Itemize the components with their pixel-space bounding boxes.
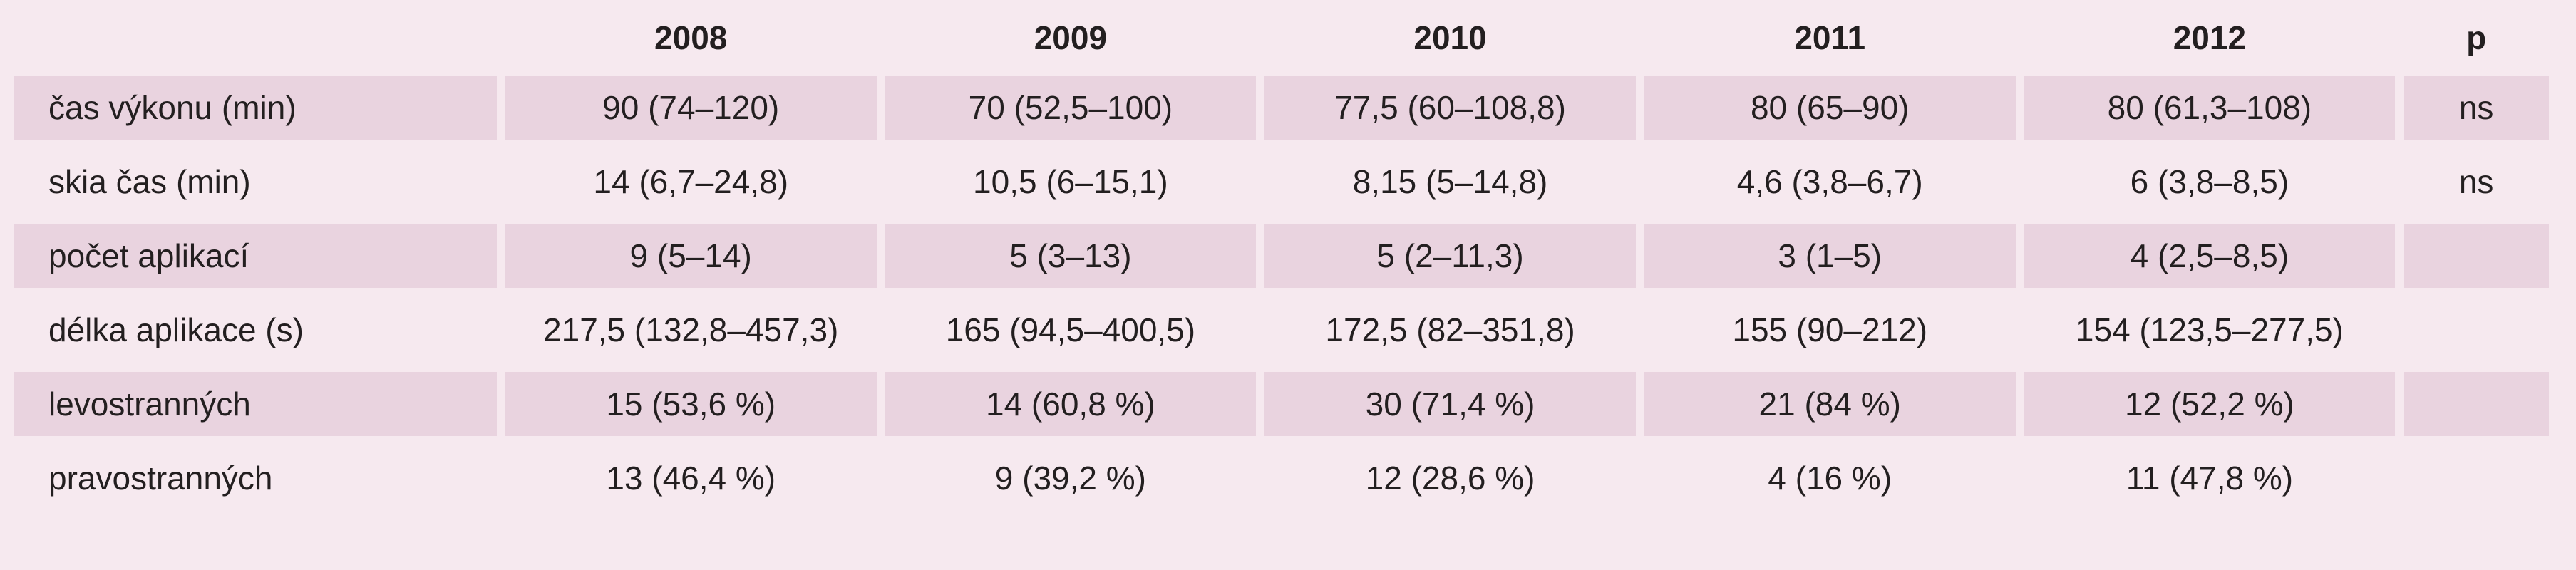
table-cell: 4 (16 %) xyxy=(1768,460,1892,497)
table-row: čas výkonu (min) 90 (74–120) 70 (52,5–10… xyxy=(14,76,2549,140)
table-row: délka aplikace (s) 217,5 (132,8–457,3) 1… xyxy=(14,298,2549,362)
table-cell: 4 (2,5–8,5) xyxy=(2024,224,2396,288)
row-label: počet aplikací xyxy=(14,224,497,288)
header-row: 2008 2009 2010 2011 2012 p xyxy=(14,10,2549,66)
row-label: čas výkonu (min) xyxy=(14,76,497,140)
table-cell: 9 (5–14) xyxy=(505,224,877,288)
header-cell-2010: 2010 xyxy=(1413,19,1487,56)
table-row: počet aplikací 9 (5–14) 5 (3–13) 5 (2–11… xyxy=(14,224,2549,288)
header-cell-2008: 2008 xyxy=(654,19,728,56)
table-cell: 14 (60,8 %) xyxy=(885,372,1257,436)
table-cell: 30 (71,4 %) xyxy=(1264,372,1636,436)
header-cell-p: p xyxy=(2466,19,2487,56)
header-cell-2009: 2009 xyxy=(1034,19,1108,56)
table-cell: 77,5 (60–108,8) xyxy=(1264,76,1636,140)
row-label: délka aplikace (s) xyxy=(48,311,304,348)
table-cell: 3 (1–5) xyxy=(1644,224,2016,288)
table-cell: 4,6 (3,8–6,7) xyxy=(1736,163,1923,200)
table-cell: 8,15 (5–14,8) xyxy=(1352,163,1548,200)
table-cell: 6 (3,8–8,5) xyxy=(2130,163,2289,200)
table-cell: 12 (28,6 %) xyxy=(1365,460,1535,497)
p-value-cell xyxy=(2404,372,2549,436)
statistics-table-container: 2008 2009 2010 2011 2012 p čas výkonu (m… xyxy=(14,0,2566,570)
statistics-table: 2008 2009 2010 2011 2012 p čas výkonu (m… xyxy=(6,0,2557,520)
table-cell: 165 (94,5–400,5) xyxy=(945,311,1196,348)
table-cell: 70 (52,5–100) xyxy=(885,76,1257,140)
table-cell: 5 (2–11,3) xyxy=(1264,224,1636,288)
p-value-cell xyxy=(2404,224,2549,288)
p-value-cell: ns xyxy=(2404,76,2549,140)
table-cell: 9 (39,2 %) xyxy=(994,460,1146,497)
header-cell-label xyxy=(14,10,497,66)
table-cell: 154 (123,5–277,5) xyxy=(2075,311,2344,348)
table-cell: 80 (65–90) xyxy=(1644,76,2016,140)
table-cell: 13 (46,4 %) xyxy=(606,460,776,497)
table-cell: 217,5 (132,8–457,3) xyxy=(543,311,839,348)
table-row: skia čas (min) 14 (6,7–24,8) 10,5 (6–15,… xyxy=(14,150,2549,214)
table-cell: 90 (74–120) xyxy=(505,76,877,140)
p-value-cell xyxy=(2404,298,2549,362)
table-cell: 12 (52,2 %) xyxy=(2024,372,2396,436)
table-cell: 80 (61,3–108) xyxy=(2024,76,2396,140)
header-cell-2011: 2011 xyxy=(1794,19,1866,56)
table-cell: 21 (84 %) xyxy=(1644,372,2016,436)
row-label: levostranných xyxy=(14,372,497,436)
table-row: pravostranných 13 (46,4 %) 9 (39,2 %) 12… xyxy=(14,446,2549,510)
header-cell-2012: 2012 xyxy=(2173,19,2247,56)
row-label: pravostranných xyxy=(48,460,273,497)
table-cell: 10,5 (6–15,1) xyxy=(973,163,1168,200)
p-value-cell xyxy=(2404,446,2549,510)
table-row: levostranných 15 (53,6 %) 14 (60,8 %) 30… xyxy=(14,372,2549,436)
table-cell: 11 (47,8 %) xyxy=(2126,460,2294,497)
table-cell: 155 (90–212) xyxy=(1732,311,1928,348)
p-value-cell: ns xyxy=(2458,163,2494,200)
table-cell: 15 (53,6 %) xyxy=(505,372,877,436)
table-cell: 172,5 (82–351,8) xyxy=(1325,311,1575,348)
table-cell: 5 (3–13) xyxy=(885,224,1257,288)
table-cell: 14 (6,7–24,8) xyxy=(593,163,789,200)
row-label: skia čas (min) xyxy=(48,163,251,200)
